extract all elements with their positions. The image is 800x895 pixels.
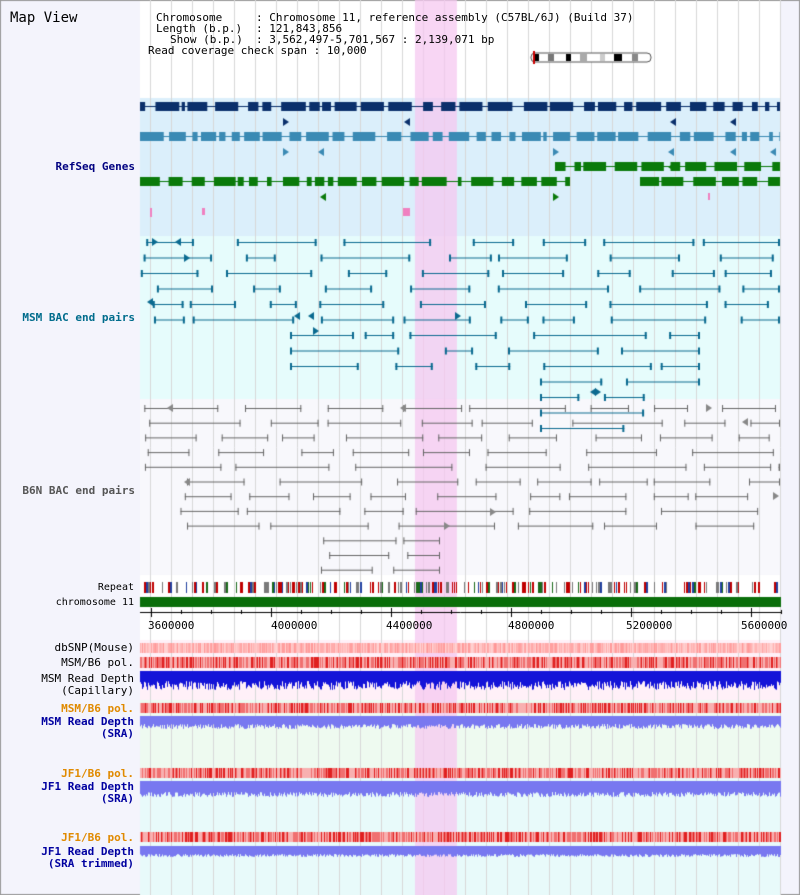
chromosome-track-label: chromosome 11 — [55, 597, 134, 608]
coverage-info: Read coverage check span : 10,000 — [148, 44, 367, 57]
dbsnp-track-label: dbSNP(Mouse) — [54, 641, 134, 654]
axis-tick-label: 4800000 — [508, 619, 555, 632]
show-info: Show (b.p.): 3,562,497-5,701,567 : 2,139… — [148, 34, 494, 45]
chromosome-value: Chromosome 11, reference assembly (C57BL… — [269, 11, 634, 24]
msm-bac-track-label: MSM BAC end pairs — [22, 311, 135, 324]
msm-b6-pol-track-label: MSM/B6 pol. — [61, 656, 134, 669]
show-value: 3,562,497-5,701,567 : 2,139,071 bp — [269, 33, 495, 46]
show-label: Show (b.p.) — [170, 33, 243, 46]
coverage-label: Read coverage check span — [148, 44, 307, 57]
axis-tick-label: 4400000 — [386, 619, 433, 632]
axis-tick-label: 5200000 — [626, 619, 673, 632]
length-label: Length (b.p.) — [156, 22, 243, 35]
axis-tick-label: 4000000 — [271, 619, 318, 632]
msm-depth-sra-track-label: MSM Read Depth (SRA) — [41, 715, 134, 740]
length-info: Length (b.p.): 121,843,856 — [148, 23, 342, 34]
axis-tick-label: 5600000 — [741, 619, 788, 632]
repeat-track-label: Repeat — [97, 582, 134, 593]
page-title: Map View — [10, 10, 78, 26]
jf1-depth-sra-track-label: JF1 Read Depth (SRA) — [41, 780, 134, 805]
jf1-b6-pol-track-label: JF1/B6 pol. — [61, 767, 134, 780]
msm-b6-pol-2-track-label: MSM/B6 pol. — [61, 702, 134, 715]
axis-tick-label: 3600000 — [148, 619, 195, 632]
b6n-bac-track-label: B6N BAC end pairs — [22, 484, 135, 497]
msm-depth-capillary-track-label: MSM Read Depth (Capillary) — [41, 672, 134, 697]
chromosome-label: Chromosome — [156, 11, 223, 24]
refseq-track-label: RefSeq Genes — [55, 160, 135, 173]
coverage-value: 10,000 — [326, 44, 367, 57]
length-value: 121,843,856 — [269, 22, 343, 35]
jf1-depth-trimmed-track-label: JF1 Read Depth (SRA trimmed) — [41, 845, 134, 870]
jf1-b6-pol-2-track-label: JF1/B6 pol. — [61, 831, 134, 844]
chromosome-info: Chromosome: Chromosome 11, reference ass… — [148, 12, 634, 23]
